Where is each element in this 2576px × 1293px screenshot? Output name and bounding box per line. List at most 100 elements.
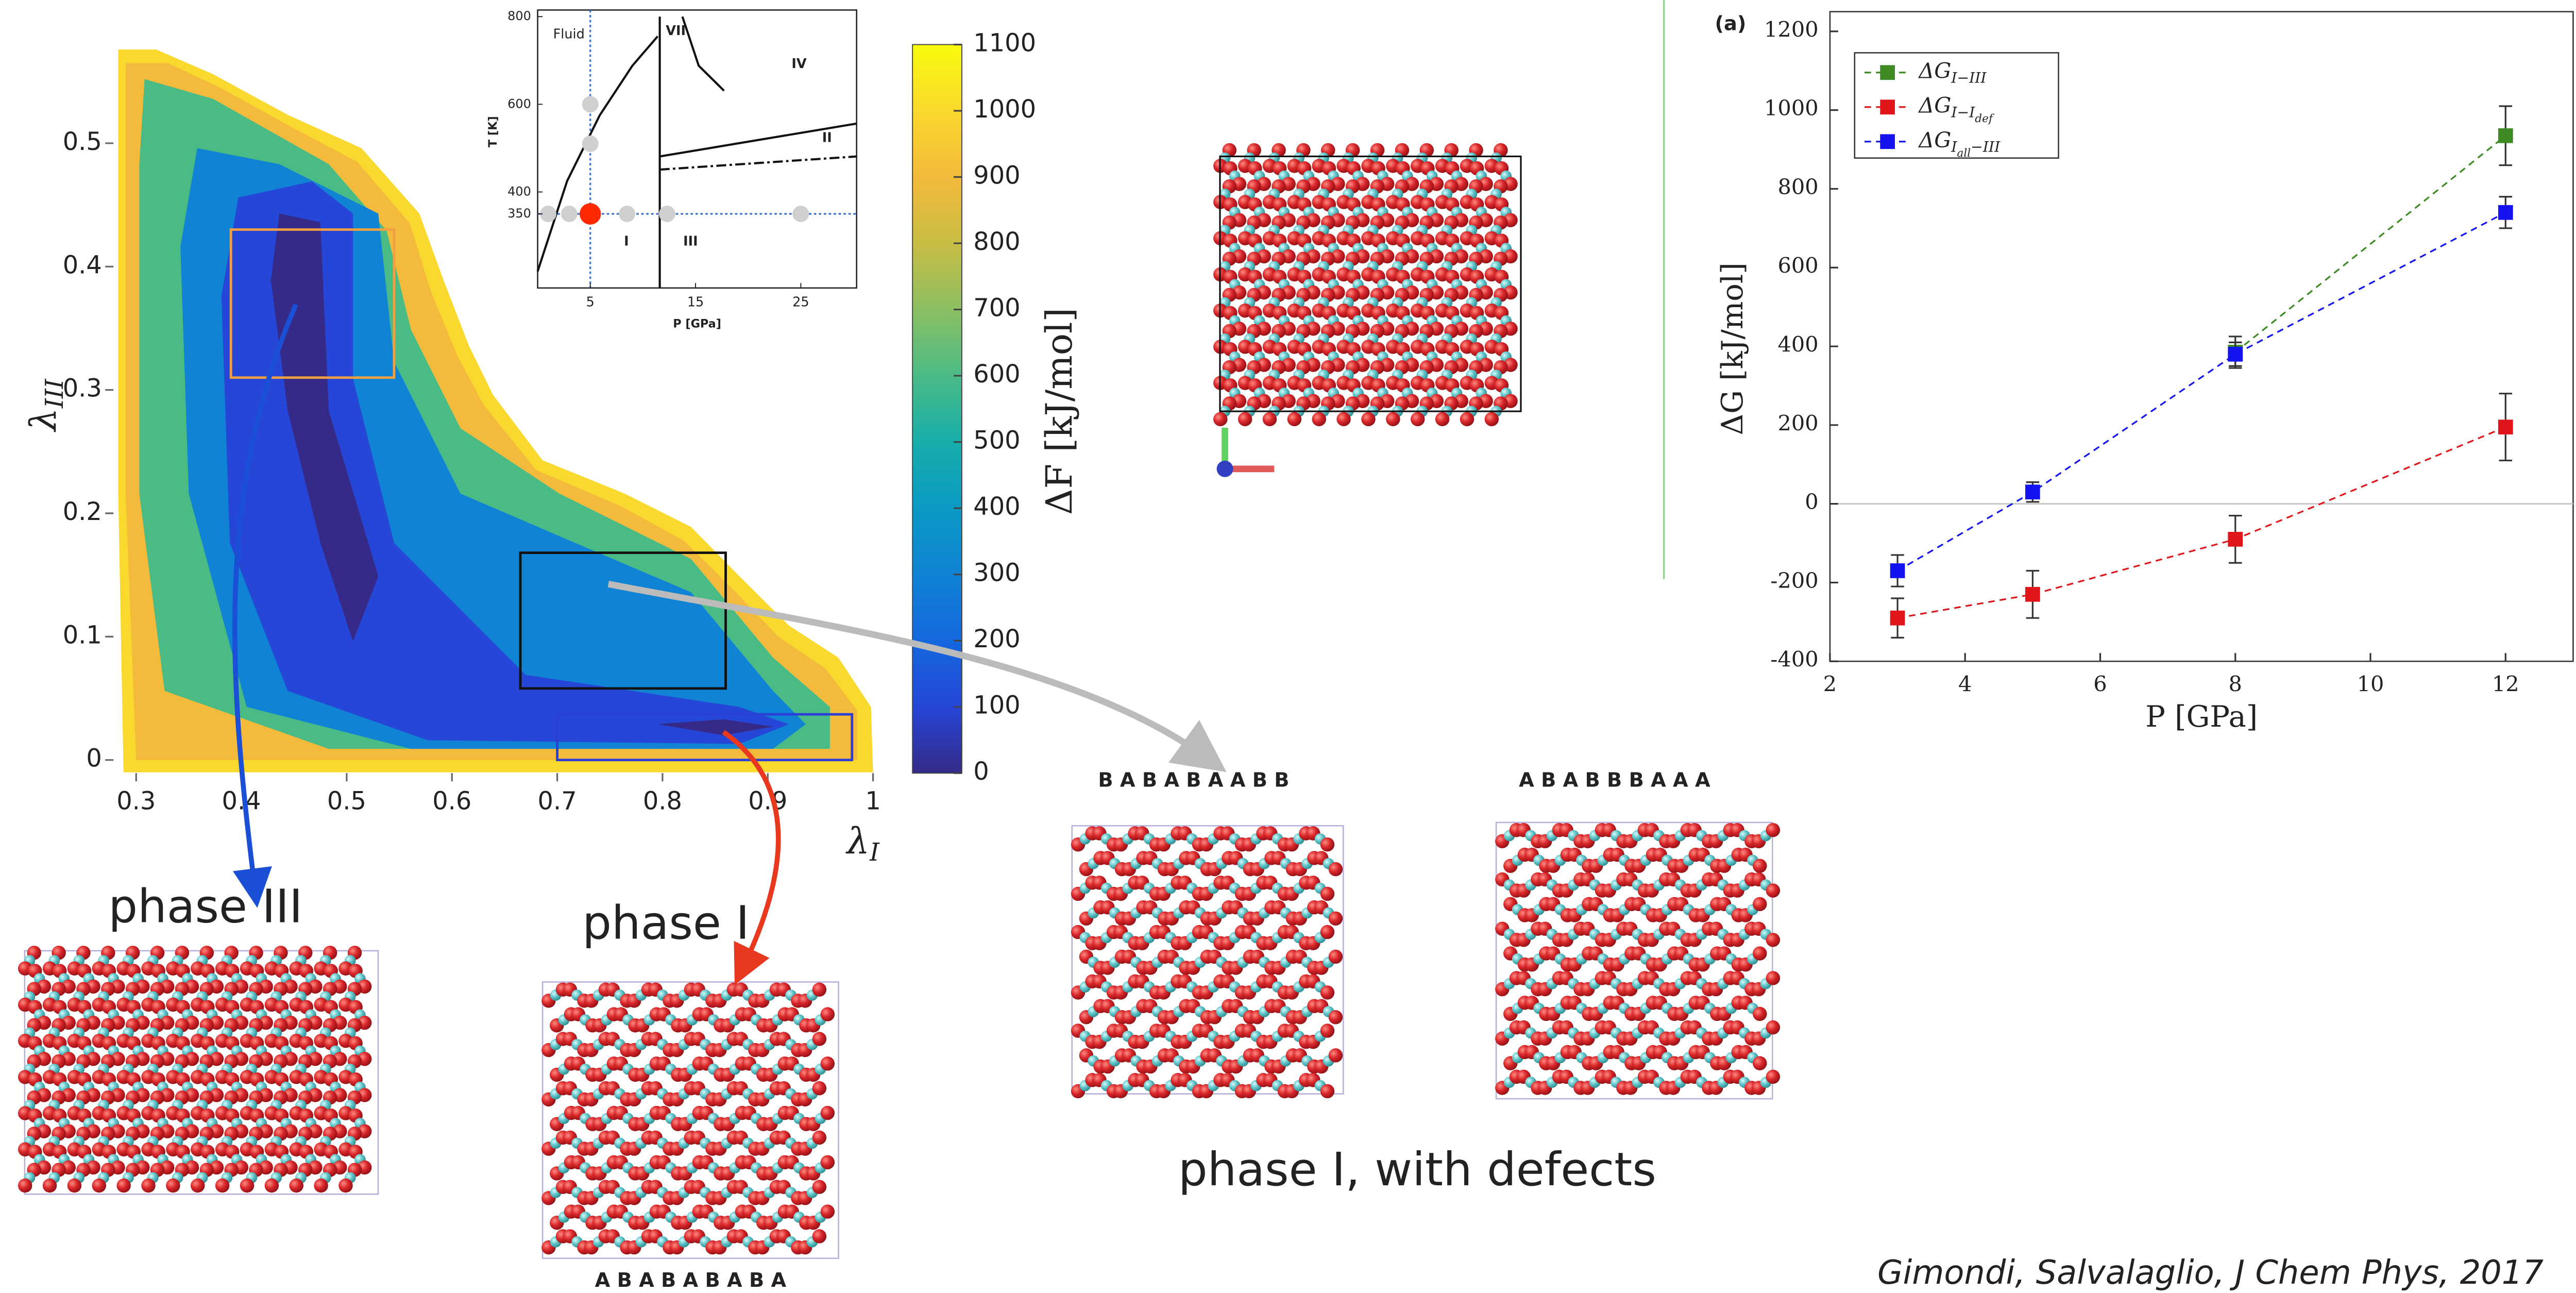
region-label: Fluid — [553, 26, 585, 42]
data-point — [2498, 419, 2513, 434]
oxygen-atom — [1361, 412, 1375, 426]
region-label: I — [624, 233, 629, 249]
colorbar-tick-label: 900 — [973, 162, 1020, 190]
legend-marker — [1880, 134, 1895, 149]
oxygen-atom — [1766, 883, 1780, 897]
colorbar-tick-label: 0 — [973, 758, 989, 786]
oxygen-atom — [314, 1179, 328, 1193]
slide: 0.30.40.50.60.70.80.9100.10.20.30.40.5λI… — [0, 0, 2576, 1293]
y-tick-label: 0.1 — [63, 621, 102, 649]
caption: phase I, with defects — [1178, 1143, 1656, 1197]
region-label: VII — [666, 23, 686, 39]
y-tick-label: 1000 — [1764, 95, 1819, 121]
colorbar — [912, 44, 962, 773]
oxygen-atom — [67, 1179, 81, 1193]
state-point — [582, 136, 599, 152]
crystal — [18, 946, 378, 1194]
x-axis-label-part: λ — [845, 820, 870, 862]
legend-marker — [1880, 65, 1895, 80]
oxygen-atom — [1753, 1007, 1767, 1021]
oxygen-atom — [1460, 412, 1474, 426]
oxygen-atom — [1485, 412, 1499, 426]
oxygen-atom — [1411, 412, 1425, 426]
legend-label-part: I — [1951, 138, 1957, 155]
y-tick-label: 0.2 — [63, 498, 102, 526]
oxygen-atom — [290, 1179, 303, 1193]
oxygen-atom — [1753, 859, 1767, 872]
colorbar-tick-label: 300 — [973, 559, 1020, 587]
oxygen-atom — [812, 1131, 826, 1145]
y-tick-label: 0.4 — [63, 251, 102, 279]
y-tick-label: 600 — [1777, 253, 1818, 278]
oxygen-atom — [1753, 1056, 1767, 1070]
oxygen-atom — [812, 1229, 826, 1243]
stacking-label: A B A B A B A B A — [595, 1269, 787, 1292]
oxygen-atom — [821, 1155, 835, 1169]
legend-label-part: I−III — [1951, 69, 1987, 86]
oxygen-atom — [240, 1179, 254, 1193]
oxygen-atom — [1238, 412, 1252, 426]
y-tick-label: -400 — [1770, 647, 1818, 672]
data-point — [2228, 532, 2243, 547]
colorbar-tick-label: 500 — [973, 427, 1020, 455]
x-axis-label: P [GPa] — [673, 317, 721, 331]
x-axis-label-part: I — [869, 838, 880, 867]
oxygen-atom — [1766, 1070, 1780, 1084]
caption: phase III — [108, 880, 302, 934]
page: 0.30.40.50.60.70.80.9100.10.20.30.40.5λI… — [0, 0, 2576, 1293]
highlight-point — [580, 203, 601, 224]
x-tick-label: 5 — [586, 295, 595, 310]
region-label: IV — [791, 56, 806, 72]
oxygen-atom — [812, 1180, 826, 1194]
crystal — [1495, 822, 1780, 1099]
colorbar-tick-label: 400 — [973, 493, 1020, 521]
colorbar-tick-label: 800 — [973, 228, 1020, 256]
oxygen-atom — [1263, 412, 1277, 426]
y-tick-label: 200 — [1777, 410, 1818, 435]
y-axis-label-part: λ — [22, 408, 64, 432]
oxygen-atom — [1386, 412, 1400, 426]
oxygen-atom — [1766, 823, 1780, 837]
colorbar-tick-label: 600 — [973, 360, 1020, 389]
data-point — [2498, 128, 2513, 143]
y-tick-label: -200 — [1770, 568, 1818, 593]
oxygen-atom — [215, 1179, 229, 1193]
stacking-label: A B A B B B A A A — [1519, 769, 1710, 792]
colorbar-tick-label: 1000 — [973, 95, 1036, 124]
triad-origin — [1217, 461, 1233, 477]
x-tick-label: 0.7 — [538, 787, 577, 816]
y-tick-label: 400 — [507, 184, 531, 198]
oxygen-atom — [92, 1179, 106, 1193]
region-label: II — [822, 130, 832, 145]
oxygen-atom — [1336, 412, 1350, 426]
oxygen-atom — [1312, 412, 1326, 426]
y-tick-label: 800 — [1777, 174, 1818, 199]
oxygen-atom — [43, 1179, 57, 1193]
oxygen-atom — [1435, 412, 1449, 426]
y-axis-label-part: III — [41, 378, 69, 409]
colorbar-tick-label: 700 — [973, 294, 1020, 323]
y-tick-label: 0 — [86, 745, 101, 773]
state-point — [582, 96, 599, 112]
y-axis-label: λIII — [22, 378, 69, 432]
state-point — [619, 206, 635, 222]
oxygen-atom — [338, 1179, 352, 1193]
oxygen-atom — [821, 1204, 835, 1218]
x-tick-label: 8 — [2229, 671, 2242, 697]
crystal — [541, 982, 838, 1258]
state-point — [792, 206, 809, 222]
y-tick-label: 0 — [1805, 489, 1818, 514]
oxygen-atom — [1766, 1020, 1780, 1034]
data-point — [2498, 205, 2513, 220]
x-tick-label: 2 — [1823, 671, 1837, 697]
oxygen-atom — [1320, 1023, 1334, 1037]
state-point — [561, 206, 578, 222]
x-axis-label: λI — [845, 820, 880, 867]
legend-label-part: def — [1975, 112, 1995, 125]
legend-label-part: ΔG — [1918, 127, 1951, 152]
oxygen-atom — [18, 1179, 32, 1193]
colorbar-label: ΔF [kJ/mol] — [1038, 308, 1080, 515]
x-tick-label: 6 — [2093, 671, 2107, 697]
